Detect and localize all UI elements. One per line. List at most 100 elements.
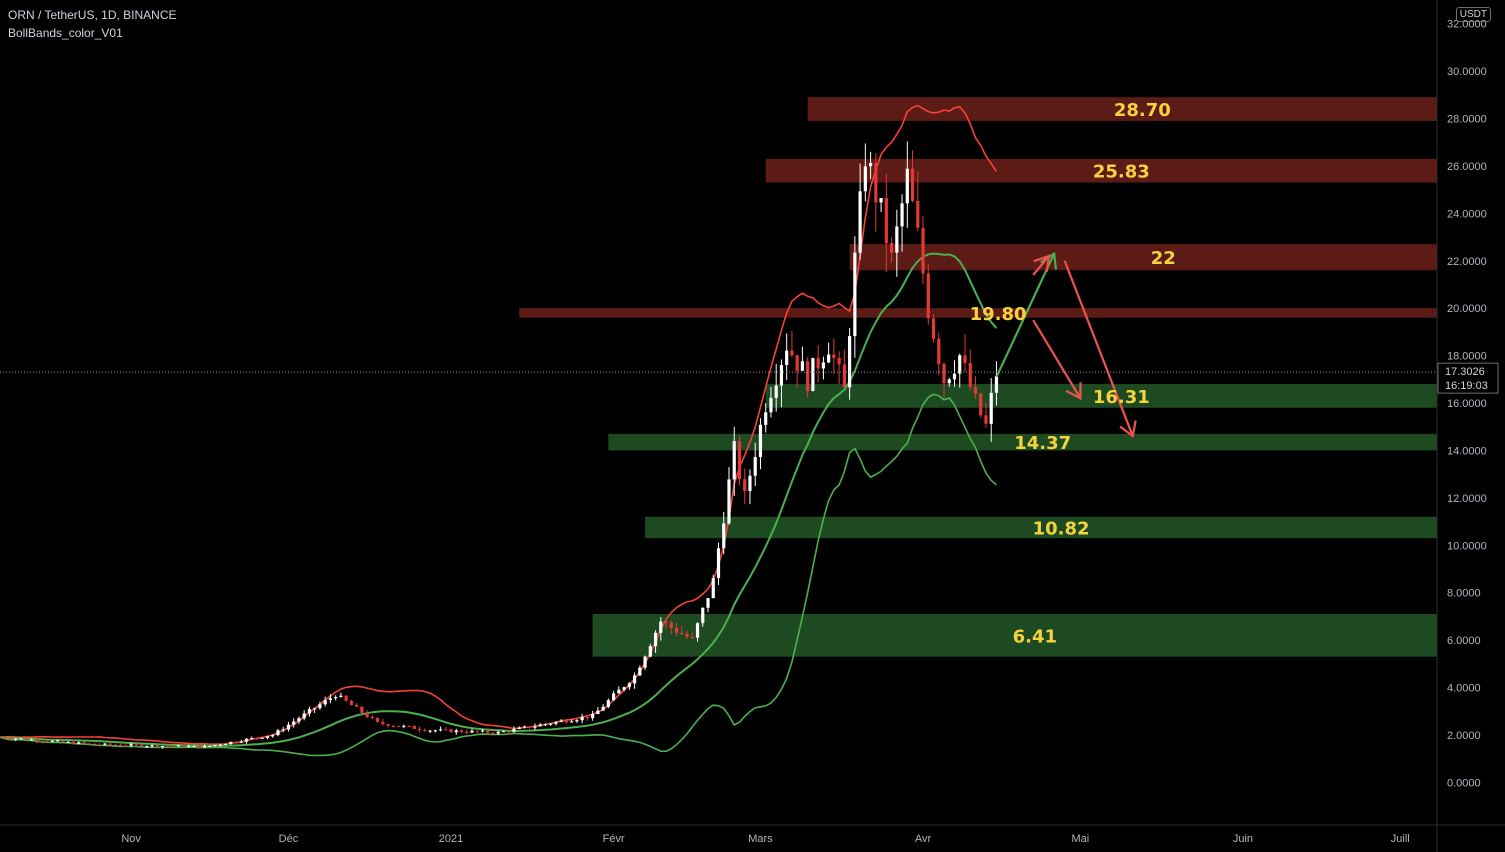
candle-body	[884, 198, 888, 244]
candle-body	[454, 730, 458, 733]
candle-body	[234, 741, 238, 743]
zone-label: 25.83	[1093, 162, 1150, 183]
candle-body	[229, 741, 233, 744]
candle-body	[848, 336, 852, 388]
candle-body	[774, 385, 778, 398]
time-tick-label: 2021	[439, 833, 463, 845]
candle-body	[989, 392, 993, 424]
candle-body	[140, 744, 144, 747]
candle-body	[837, 357, 841, 365]
current-price-box	[1437, 362, 1499, 394]
candle-body	[459, 730, 464, 732]
price-tick-label: 6.0000	[1447, 635, 1481, 647]
candle-body	[192, 745, 196, 747]
candle-body	[423, 729, 427, 731]
candle-body	[643, 656, 647, 668]
candle-body	[790, 350, 794, 356]
candle-body	[711, 578, 715, 599]
candle-body	[732, 441, 736, 480]
candle-body	[564, 720, 569, 723]
candle-body	[827, 354, 831, 363]
candle-body	[496, 731, 500, 734]
candle-body	[50, 740, 55, 742]
candle-body	[208, 745, 212, 747]
candle-body	[145, 746, 149, 748]
candle-body	[591, 713, 595, 719]
candle-body	[806, 361, 810, 391]
candle-body	[963, 355, 967, 364]
candle-body	[533, 726, 537, 728]
price-tick-label: 28.0000	[1447, 114, 1487, 126]
candle-body	[344, 695, 348, 701]
candle-body	[328, 698, 333, 701]
price-tick-label: 14.0000	[1447, 445, 1487, 457]
candle-body	[87, 743, 91, 745]
time-tick-label: Mai	[1072, 833, 1090, 845]
zone-label: 6.41	[1013, 626, 1057, 647]
candle-body	[606, 700, 610, 707]
candle-body	[648, 646, 652, 657]
candle-body	[313, 708, 317, 710]
candle-body	[554, 721, 558, 724]
candle-body	[428, 730, 432, 732]
candle-body	[664, 621, 668, 623]
candle-body	[853, 252, 857, 337]
candle-body	[674, 627, 679, 633]
candle-body	[942, 364, 946, 384]
currency-unit-button[interactable]: USDT	[1455, 7, 1491, 22]
zone-label: 14.37	[1014, 433, 1071, 454]
projection-arrows	[995, 251, 1137, 439]
candle-body	[119, 744, 123, 746]
candle-body	[879, 198, 883, 203]
candle-body	[638, 667, 642, 676]
price-tick-label: 24.0000	[1447, 208, 1487, 220]
price-tick-label: 30.0000	[1447, 66, 1487, 78]
zone-label: 19.80	[970, 304, 1027, 325]
candle-body	[690, 636, 694, 638]
candle-body	[727, 479, 731, 524]
candle-body	[816, 358, 820, 369]
zone-labels: 28.70 25.83 22 19.80 16.31 14.37 10.82 6.41	[970, 100, 1176, 647]
candle-body	[811, 358, 815, 391]
candle-body	[265, 736, 270, 738]
candle-body	[0, 737, 2, 739]
price-axis[interactable]: 32.000030.000028.000026.000024.000022.00…	[1436, 0, 1487, 852]
time-axis[interactable]: Nov Déc 2021 Févr Mars Avr Mai Juin Juill	[0, 824, 1505, 845]
candle-body	[381, 721, 385, 725]
candle-body	[433, 730, 437, 732]
candle-body	[29, 739, 34, 741]
candle-body	[874, 163, 878, 203]
candle-body	[465, 731, 469, 733]
candle-body	[40, 741, 44, 743]
support-zone	[592, 614, 1437, 657]
candle-body	[129, 744, 133, 746]
candle-body	[134, 744, 138, 746]
upper-band	[0, 104, 998, 745]
candle-body	[386, 724, 390, 726]
indicator-name[interactable]: BollBands_color_V01	[8, 26, 123, 40]
candle-body	[14, 738, 18, 740]
candle-body	[103, 743, 107, 745]
candle-body	[166, 745, 170, 747]
candle-body	[895, 226, 899, 253]
candle-body	[701, 607, 705, 624]
symbol-title[interactable]: ORN / TetherUS, 1D, BINANCE	[8, 8, 177, 22]
candle-body	[449, 729, 453, 733]
candle-body	[680, 632, 684, 635]
candlesticks	[0, 141, 999, 749]
support-zone	[645, 516, 1437, 539]
candle-body	[916, 200, 920, 228]
candle-body	[412, 726, 416, 729]
current-price-label: 17.3026 16:19:03	[1437, 362, 1499, 394]
candle-body	[155, 745, 159, 747]
zone-label: 22	[1151, 248, 1176, 269]
candle-body	[213, 744, 217, 746]
arrow-head	[1065, 382, 1082, 401]
candle-body	[417, 728, 422, 730]
candle-countdown: 16:19:03	[1445, 380, 1488, 392]
candle-body	[3, 737, 7, 739]
candle-body	[601, 706, 605, 711]
candle-body	[507, 731, 511, 733]
candle-body	[695, 623, 700, 638]
